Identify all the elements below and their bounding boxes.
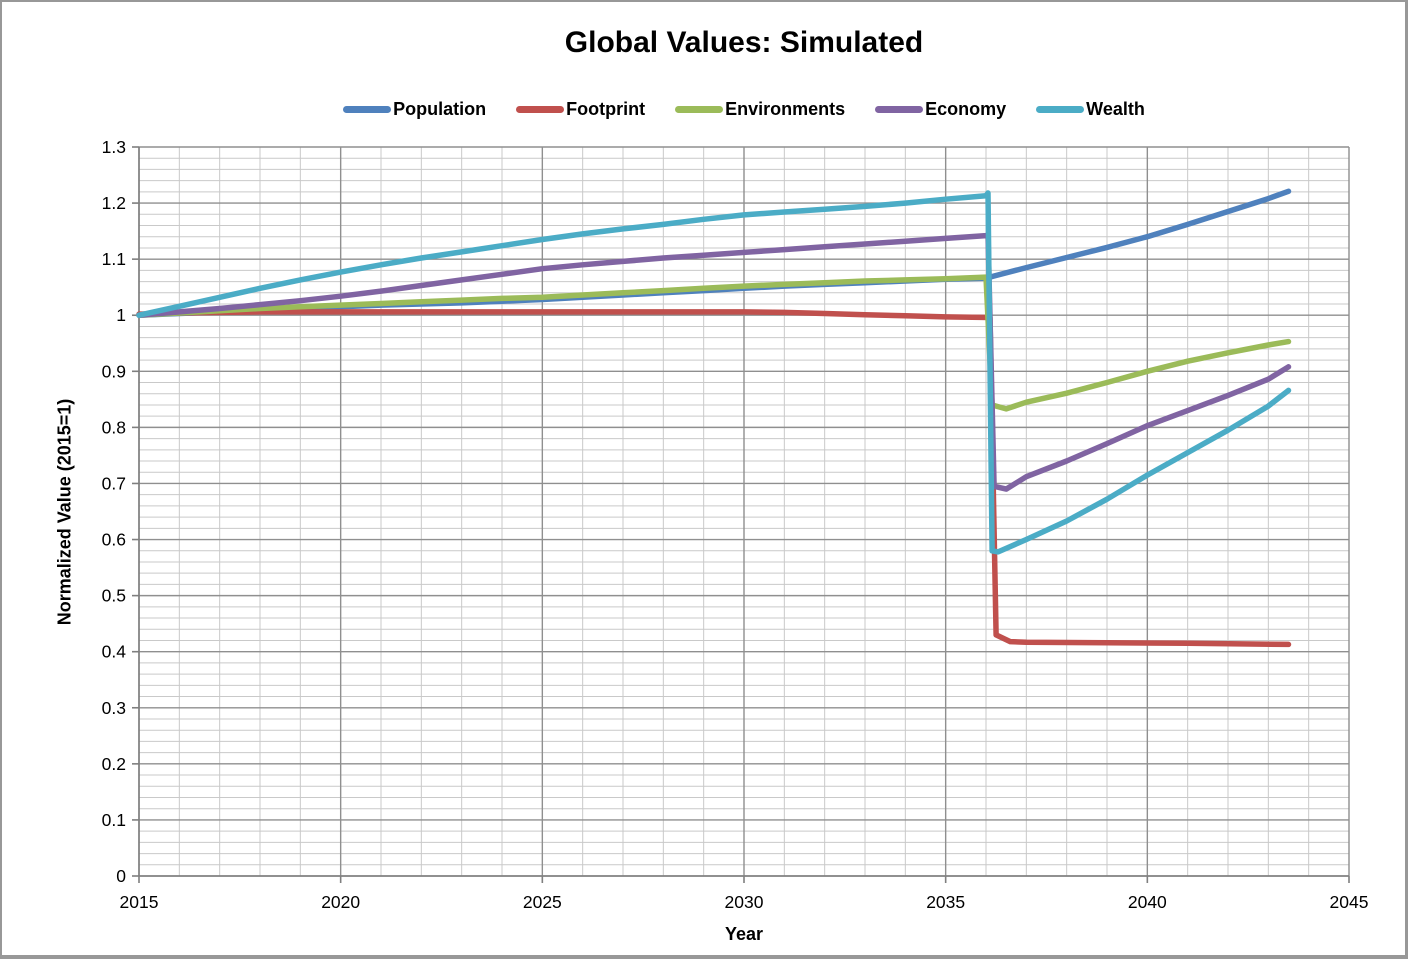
x-tick-label: 2030: [725, 892, 764, 912]
x-tick-label: 2025: [523, 892, 562, 912]
legend-item-economy: Economy: [875, 99, 1006, 120]
legend-swatch-footprint: [516, 105, 565, 113]
legend-swatch-population: [343, 105, 392, 113]
y-tick-label: 0.5: [102, 586, 126, 606]
x-tick-label: 2040: [1128, 892, 1167, 912]
y-tick-label: 0.8: [102, 417, 126, 437]
x-tick-label: 2015: [120, 892, 159, 912]
legend-label: Economy: [925, 98, 1007, 119]
legend-swatch-economy: [875, 105, 924, 113]
y-tick-label: 0.1: [102, 810, 126, 830]
y-tick-label: 1.3: [102, 137, 126, 157]
x-tick-label: 2035: [926, 892, 965, 912]
y-tick-label: 0: [116, 866, 126, 886]
series-line-environments: [136, 274, 1292, 412]
series-line-wealth: [136, 190, 1292, 555]
chart-title: Global Values: Simulated: [564, 26, 924, 59]
y-tick-label: 0.7: [102, 473, 126, 493]
legend-label: Population: [393, 98, 487, 119]
series-line-footprint: [136, 309, 1292, 648]
legend-item-population: Population: [343, 99, 486, 120]
y-tick-label: 0.2: [102, 754, 126, 774]
chart-legend: Population Footprint Environments Economy We…: [139, 96, 1349, 122]
legend-item-environments: Environments: [675, 99, 845, 120]
x-tick-label: 2020: [321, 892, 360, 912]
y-tick-label: 0.4: [102, 642, 127, 662]
y-tick-label: 1.1: [102, 249, 126, 269]
legend-item-footprint: Footprint: [516, 99, 645, 120]
x-axis-title: Year: [724, 924, 764, 944]
legend-label: Wealth: [1086, 98, 1145, 119]
y-tick-label: 0.9: [102, 361, 126, 381]
legend-label: Environments: [725, 98, 846, 119]
legend-item-wealth: Wealth: [1036, 99, 1145, 120]
legend-swatch-wealth: [1036, 105, 1085, 113]
series-line-economy: [136, 231, 1292, 492]
y-tick-label: 0.6: [102, 530, 126, 550]
x-tick-label: 2045: [1330, 892, 1369, 912]
legend-swatch-environments: [675, 105, 724, 113]
y-tick-label: 1: [116, 305, 126, 325]
y-axis-title: Normalized Value (2015=1): [54, 398, 75, 626]
y-tick-label: 1.2: [102, 193, 126, 213]
legend-label: Footprint: [566, 98, 646, 119]
y-tick-label: 0.3: [102, 698, 126, 718]
